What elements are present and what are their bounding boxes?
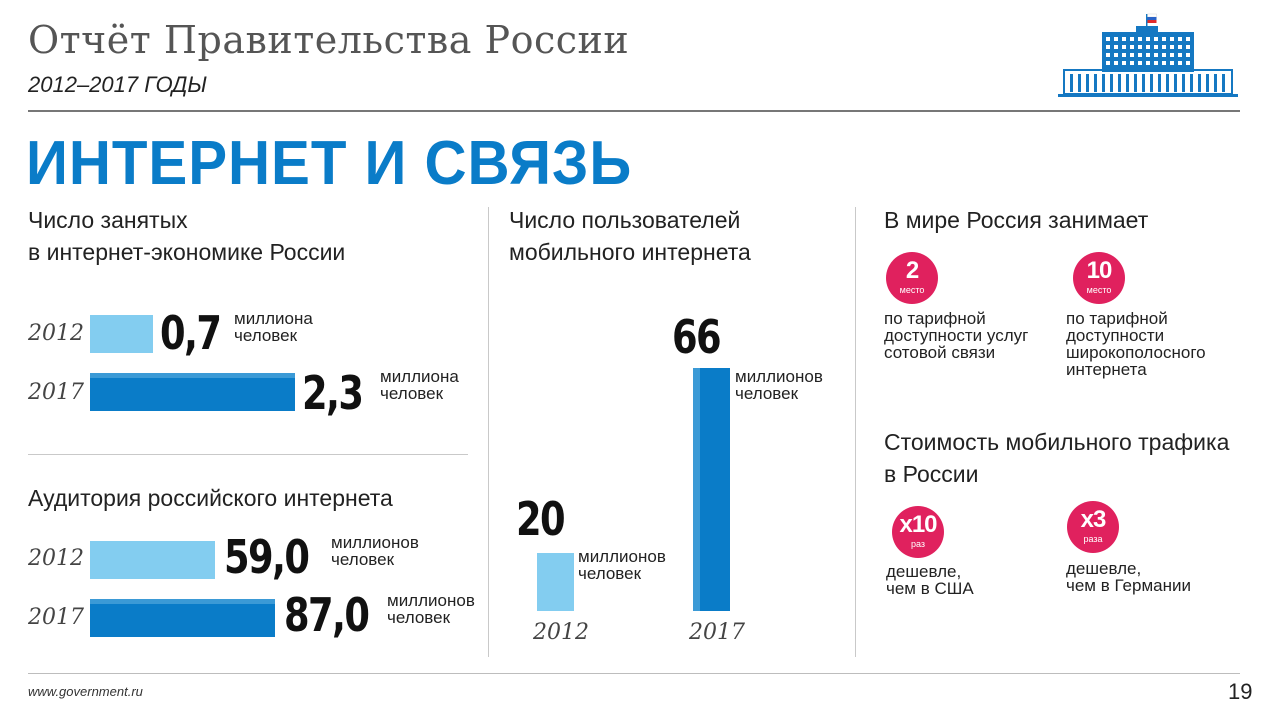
- employment-unit-2017-line1: миллиона: [380, 367, 459, 386]
- rank-badge-10: 10 место: [1073, 252, 1125, 304]
- mobile-heading-line2: мобильного интернета: [509, 239, 751, 265]
- column-divider-2: [855, 207, 856, 657]
- section-title: ИНТЕРНЕТ И СВЯЗЬ: [26, 129, 633, 198]
- rank-10-desc-line2: доступности: [1066, 326, 1165, 345]
- employment-unit-2012-line1: миллиона: [234, 309, 313, 328]
- rank-10-desc-line4: интернета: [1066, 360, 1147, 379]
- rank-badge-10-number: 10: [1086, 257, 1113, 284]
- mobile-bar-2012: [537, 553, 574, 611]
- report-title: Отчёт Правительства России: [28, 18, 630, 62]
- rank-badge-2-caption: место: [899, 285, 925, 295]
- mobile-value-2017: 66: [672, 310, 722, 364]
- cost-badge-usa-caption: раз: [910, 539, 926, 549]
- mobile-year-2012: 2012: [533, 620, 589, 645]
- footer-divider: [28, 673, 1240, 674]
- page-number: 19: [1228, 679, 1253, 704]
- employment-unit-2012: миллиона человек: [234, 310, 313, 344]
- mobile-unit-2012: миллионов человек: [578, 548, 666, 582]
- employment-unit-2017-line2: человек: [380, 384, 444, 403]
- cost-germany-desc-line2: чем в Германии: [1066, 576, 1191, 595]
- column-divider-1: [488, 207, 489, 657]
- audience-year-2017: 2017: [28, 605, 84, 630]
- rank-2-desc-line1: по тарифной: [884, 309, 986, 328]
- audience-unit-2017-line1: миллионов: [387, 591, 475, 610]
- employment-value-2012: 0,7: [160, 306, 222, 360]
- mobile-value-2012: 20: [516, 492, 566, 546]
- audience-heading: Аудитория российского интернета: [28, 485, 393, 511]
- audience-value-2017: 87,0: [284, 588, 370, 642]
- audience-unit-2017-line2: человек: [387, 608, 451, 627]
- cost-usa-description: дешевле, чем в США: [886, 563, 974, 597]
- cost-badge-germany-caption: раза: [1083, 534, 1103, 544]
- left-row-divider: [28, 454, 468, 455]
- rank-badge-2-number: 2: [905, 257, 919, 284]
- rank-10-desc-line3: широкополосного: [1066, 343, 1206, 362]
- audience-unit-2012: миллионов человек: [331, 534, 419, 568]
- government-building-logo: [1058, 12, 1238, 98]
- cost-germany-description: дешевле, чем в Германии: [1066, 560, 1191, 594]
- employment-year-2017: 2017: [28, 380, 84, 405]
- audience-bar-2012: [90, 541, 215, 579]
- traffic-cost-heading: Стоимость мобильного трафика в России: [884, 426, 1229, 490]
- mobile-unit-2012-line1: миллионов: [578, 547, 666, 566]
- world-rank-heading: В мире Россия занимает: [884, 207, 1149, 233]
- employment-bar-2017: [90, 373, 295, 411]
- cost-badge-usa-number: x10: [899, 511, 937, 538]
- employment-unit-2012-line2: человек: [234, 326, 298, 345]
- cost-badge-germany: x3 раза: [1067, 501, 1119, 553]
- cost-usa-desc-line1: дешевле,: [886, 562, 962, 581]
- audience-unit-2017: миллионов человек: [387, 592, 475, 626]
- mobile-unit-2017-line1: миллионов: [735, 367, 823, 386]
- cost-germany-desc-line1: дешевле,: [1066, 559, 1142, 578]
- audience-bar-2017: [90, 599, 275, 637]
- mobile-unit-2012-line2: человек: [578, 564, 642, 583]
- employment-heading: Число занятых в интернет-экономике Росси…: [28, 204, 345, 268]
- mobile-bar-2017: [693, 368, 730, 611]
- mobile-year-2017: 2017: [689, 620, 745, 645]
- audience-unit-2012-line2: человек: [331, 550, 395, 569]
- rank-10-desc-line1: по тарифной: [1066, 309, 1168, 328]
- cost-badge-germany-number: x3: [1080, 506, 1107, 533]
- rank-10-description: по тарифной доступности широкополосного …: [1066, 310, 1206, 378]
- audience-unit-2012-line1: миллионов: [331, 533, 419, 552]
- rank-2-description: по тарифной доступности услуг сотовой св…: [884, 310, 1028, 361]
- mobile-unit-2017-line2: человек: [735, 384, 799, 403]
- audience-value-2012: 59,0: [224, 530, 310, 584]
- mobile-heading: Число пользователей мобильного интернета: [509, 204, 751, 268]
- employment-heading-line1: Число занятых: [28, 207, 188, 233]
- mobile-unit-2017: миллионов человек: [735, 368, 823, 402]
- employment-bar-2012: [90, 315, 153, 353]
- traffic-cost-heading-line1: Стоимость мобильного трафика: [884, 429, 1230, 455]
- header-divider: [28, 110, 1240, 112]
- employment-year-2012: 2012: [28, 321, 84, 346]
- employment-heading-line2: в интернет-экономике России: [28, 239, 346, 265]
- employment-value-2017: 2,3: [302, 366, 364, 420]
- employment-unit-2017: миллиона человек: [380, 368, 459, 402]
- rank-2-desc-line3: сотовой связи: [884, 343, 996, 362]
- mobile-heading-line1: Число пользователей: [509, 207, 741, 233]
- report-subtitle: 2012–2017 ГОДЫ: [28, 72, 207, 97]
- cost-badge-usa: x10 раз: [892, 506, 944, 558]
- rank-badge-10-caption: место: [1086, 285, 1112, 295]
- rank-2-desc-line2: доступности услуг: [884, 326, 1029, 345]
- cost-usa-desc-line2: чем в США: [886, 579, 974, 598]
- footer-url[interactable]: www.government.ru: [28, 684, 143, 699]
- rank-badge-2: 2 место: [886, 252, 938, 304]
- traffic-cost-heading-line2: в России: [884, 461, 979, 487]
- audience-year-2012: 2012: [28, 546, 84, 571]
